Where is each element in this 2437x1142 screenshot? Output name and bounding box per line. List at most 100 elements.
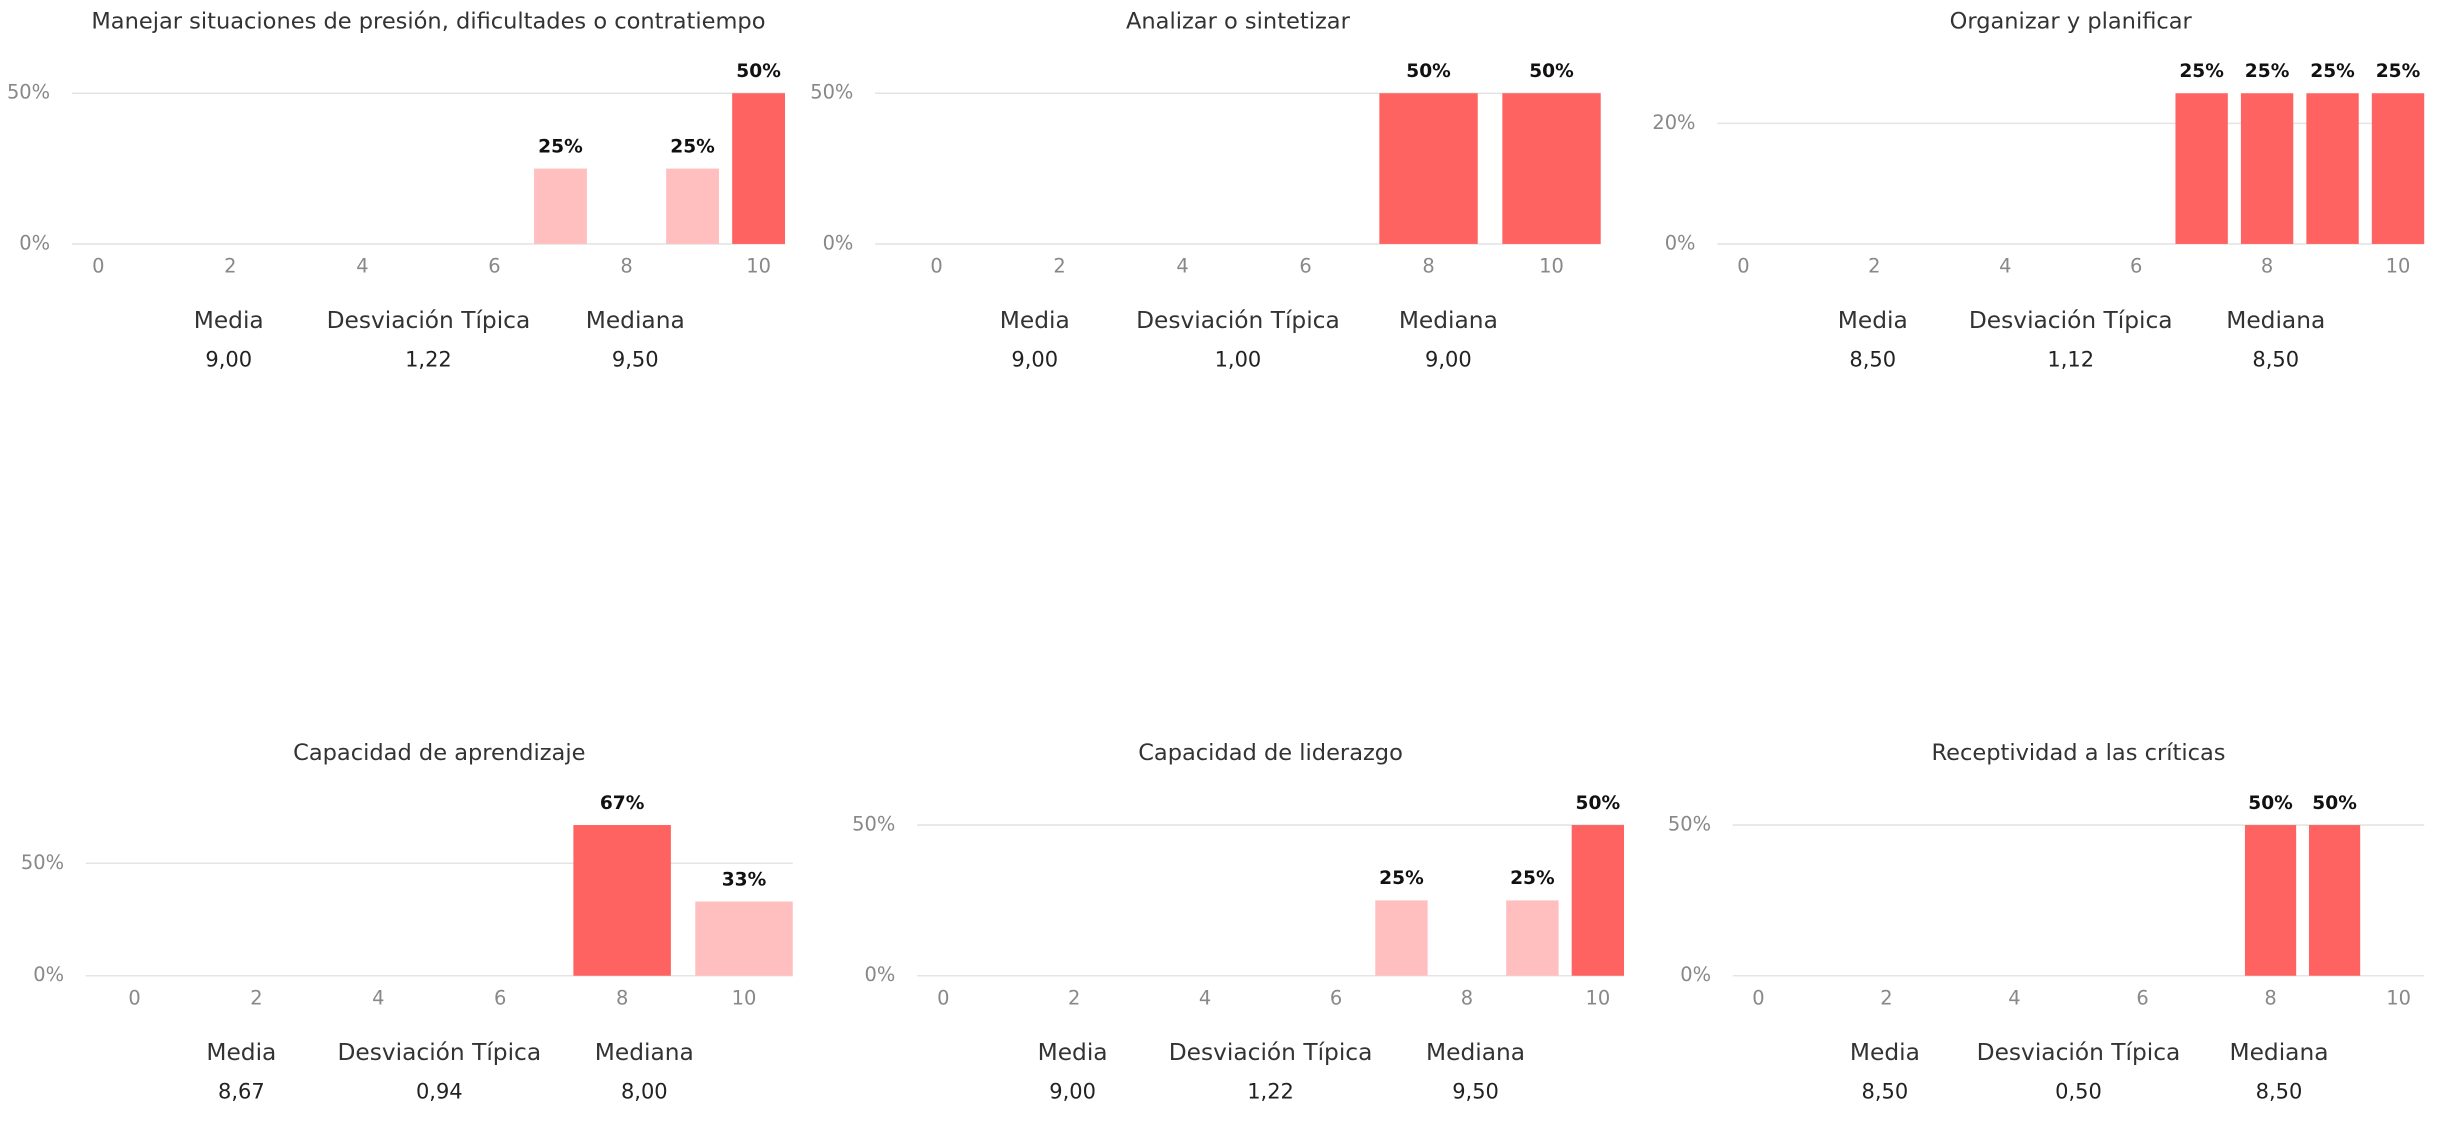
stat-value: 8,67 <box>218 1079 265 1103</box>
stat-value: 8,00 <box>621 1079 668 1103</box>
x-tick-label: 0 <box>930 255 942 278</box>
stat-label: Desviación Típica <box>1169 1039 1373 1066</box>
data-label: 33% <box>722 869 767 890</box>
stat-label: Media <box>206 1039 276 1066</box>
chart-title: Receptividad a las críticas <box>1931 740 2225 766</box>
bar <box>2175 93 2228 244</box>
stat-label: Media <box>1000 307 1070 334</box>
x-tick-label: 10 <box>732 987 757 1010</box>
x-tick-label: 0 <box>1752 987 1764 1010</box>
bar <box>2244 825 2297 976</box>
stat-value: 1,22 <box>1247 1079 1294 1103</box>
y-tick-label: 0% <box>1665 231 1696 254</box>
stat-value: 9,00 <box>205 347 252 371</box>
bar <box>1375 900 1428 976</box>
y-tick-label: 50% <box>7 81 50 104</box>
x-tick-label: 8 <box>2261 255 2273 278</box>
x-tick-label: 0 <box>128 987 140 1010</box>
data-label: 50% <box>2248 793 2293 814</box>
y-tick-label: 0% <box>33 963 64 986</box>
bar <box>2308 825 2361 976</box>
chart-title: Manejar situaciones de presión, dificult… <box>91 8 765 34</box>
data-label: 25% <box>670 136 715 157</box>
bar <box>1571 825 1625 976</box>
x-tick-label: 8 <box>2264 987 2276 1010</box>
stat-value: 8,50 <box>2256 1079 2303 1103</box>
stat-label: Mediana <box>2226 307 2325 334</box>
bar <box>666 168 719 244</box>
bar <box>1506 900 1559 976</box>
data-label: 25% <box>1510 868 1555 889</box>
x-tick-label: 8 <box>1461 987 1473 1010</box>
y-tick-label: 50% <box>1668 813 1711 836</box>
data-label: 50% <box>1529 61 1574 82</box>
stat-value: 1,12 <box>2047 347 2094 371</box>
x-tick-label: 4 <box>1999 255 2011 278</box>
x-tick-label: 6 <box>2136 987 2148 1010</box>
stat-value: 8,50 <box>1849 347 1896 371</box>
x-tick-label: 2 <box>1053 255 1065 278</box>
x-tick-label: 4 <box>356 255 368 278</box>
stat-label: Media <box>1850 1039 1920 1066</box>
y-tick-label: 0% <box>1680 963 1711 986</box>
x-tick-label: 6 <box>1299 255 1311 278</box>
stat-label: Mediana <box>2229 1039 2328 1066</box>
data-label: 50% <box>736 61 781 82</box>
y-tick-label: 50% <box>810 81 853 104</box>
bar <box>2371 93 2425 244</box>
x-tick-label: 2 <box>250 987 262 1010</box>
x-tick-label: 6 <box>494 987 506 1010</box>
x-tick-label: 2 <box>224 255 236 278</box>
data-label: 50% <box>1576 793 1621 814</box>
stat-value: 9,00 <box>1011 347 1058 371</box>
x-tick-label: 2 <box>1868 255 1880 278</box>
y-tick-label: 0% <box>865 963 896 986</box>
data-label: 25% <box>2179 61 2224 82</box>
x-tick-label: 4 <box>1176 255 1188 278</box>
chart-title: Analizar o sintetizar <box>1126 8 1351 34</box>
bar <box>573 825 671 976</box>
bar <box>695 901 793 976</box>
x-tick-label: 0 <box>1737 255 1749 278</box>
x-tick-label: 6 <box>488 255 500 278</box>
bar <box>534 168 587 244</box>
bar <box>732 93 786 244</box>
data-label: 67% <box>600 793 645 814</box>
bar <box>1379 93 1478 244</box>
chart-title: Organizar y planificar <box>1950 8 2193 34</box>
stat-value: 9,50 <box>1452 1079 1499 1103</box>
x-tick-label: 4 <box>372 987 384 1010</box>
stat-label: Mediana <box>595 1039 694 1066</box>
x-tick-label: 8 <box>616 987 628 1010</box>
stat-label: Desviación Típica <box>1969 307 2173 334</box>
stat-label: Desviación Típica <box>337 1039 541 1066</box>
x-tick-label: 0 <box>937 987 949 1010</box>
data-label: 25% <box>2245 61 2290 82</box>
stat-label: Desviación Típica <box>1136 307 1340 334</box>
bar <box>1502 93 1601 244</box>
x-tick-label: 2 <box>1880 987 1892 1010</box>
y-tick-label: 50% <box>852 813 895 836</box>
y-tick-label: 50% <box>21 851 64 874</box>
y-tick-label: 20% <box>1652 111 1695 134</box>
stat-value: 0,94 <box>416 1079 463 1103</box>
x-tick-label: 10 <box>2386 987 2411 1010</box>
x-tick-label: 4 <box>2008 987 2020 1010</box>
stat-value: 9,00 <box>1049 1079 1096 1103</box>
stat-label: Desviación Típica <box>1977 1039 2181 1066</box>
y-tick-label: 0% <box>19 231 50 254</box>
data-label: 25% <box>2310 61 2355 82</box>
x-tick-label: 6 <box>1330 987 1342 1010</box>
stat-label: Desviación Típica <box>327 307 531 334</box>
bar <box>2306 93 2359 244</box>
bar <box>2240 93 2294 244</box>
y-tick-label: 0% <box>823 231 854 254</box>
x-tick-label: 0 <box>92 255 104 278</box>
stat-value: 1,22 <box>405 347 452 371</box>
x-tick-label: 4 <box>1199 987 1211 1010</box>
x-tick-label: 10 <box>1585 987 1610 1010</box>
data-label: 50% <box>1406 61 1451 82</box>
stat-value: 9,50 <box>612 347 659 371</box>
stat-label: Media <box>1838 307 1908 334</box>
chart-title: Capacidad de liderazgo <box>1138 740 1403 766</box>
